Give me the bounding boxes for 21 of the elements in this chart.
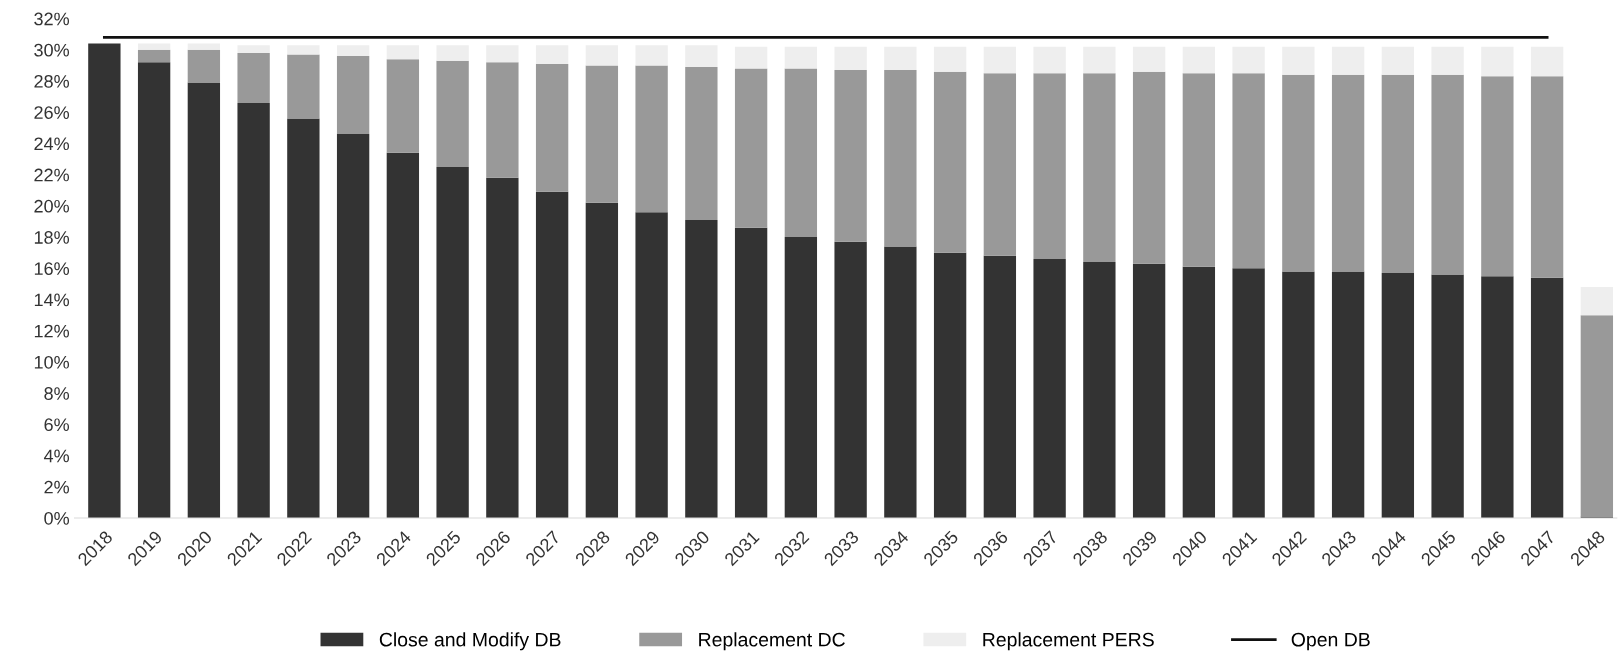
y-tick-label: 12% [34, 324, 70, 338]
legend-label: Replacement DC [699, 632, 845, 651]
y-tick-label: 28% [34, 74, 70, 88]
y-tick-label: 2% [44, 480, 70, 494]
y-tick-label: 32% [34, 12, 70, 26]
y-tick-label: 20% [34, 199, 70, 213]
y-tick-label: 10% [34, 355, 70, 369]
y-tick-label: 24% [34, 137, 70, 151]
y-tick-label: 22% [34, 168, 70, 182]
y-tick-label: 4% [43, 449, 70, 463]
y-tick-label: 14% [34, 293, 70, 307]
y-tick-label: 0% [44, 511, 70, 525]
legend-label: Open DB [1291, 632, 1370, 651]
y-tick-label: 16% [34, 262, 70, 276]
y-tick-label: 6% [44, 418, 70, 432]
y-tick-label: 18% [34, 231, 70, 244]
legend-label: Replacement PERS [983, 632, 1154, 651]
y-tick-label: 30% [34, 43, 70, 57]
y-tick-label: 8% [44, 387, 70, 400]
y-tick-label: 26% [34, 106, 70, 119]
legend-label: Close and Modify DB [379, 632, 561, 651]
